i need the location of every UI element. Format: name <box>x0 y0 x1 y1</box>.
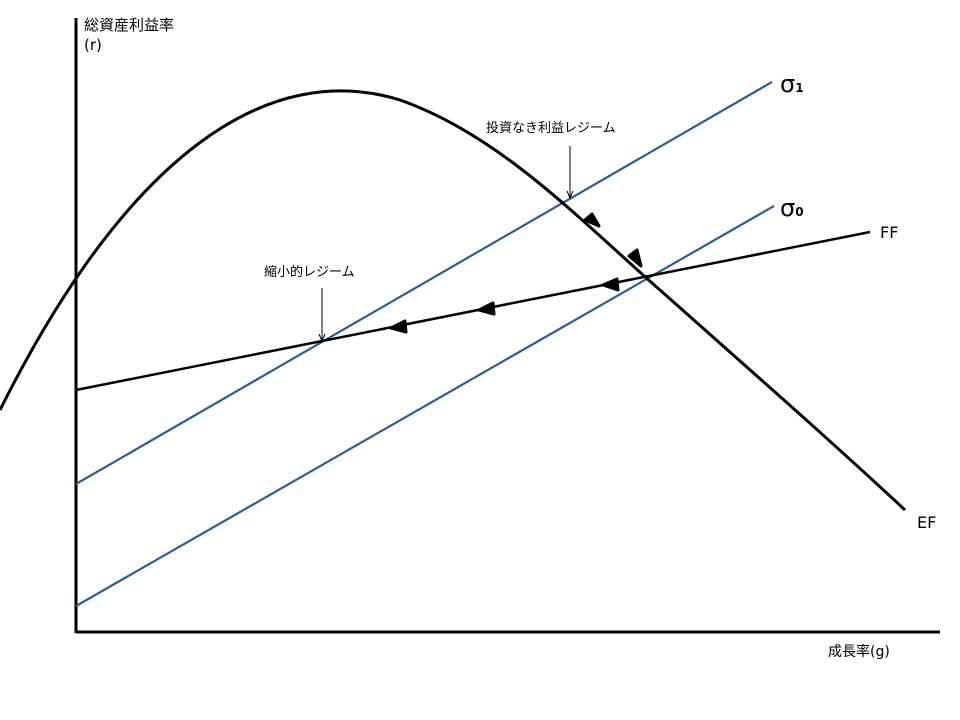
ef-arrow-lower <box>627 248 643 268</box>
y-axis-label-line2: (r) <box>84 36 102 54</box>
ff-arrow-1 <box>601 277 620 292</box>
ff-label: FF <box>880 223 898 242</box>
y-axis-label-line1: 総資産利益率 <box>84 16 174 34</box>
ff-line <box>75 230 871 392</box>
x-axis-label: 成長率(g) <box>828 643 890 660</box>
regime-contractionary-label: 縮小的レジーム <box>264 264 355 280</box>
regime-no-investment-label: 投資なき利益レジーム <box>486 120 616 136</box>
sigma0-line <box>75 205 775 607</box>
sigma0-label: σ0 <box>780 194 804 222</box>
sigma1-label: σ1 <box>780 70 804 98</box>
sigma1-line <box>75 81 773 485</box>
ef-label: EF <box>917 513 936 532</box>
ff-arrow-2 <box>477 301 496 316</box>
ff-arrow-3 <box>389 319 408 334</box>
ef-curve <box>0 89 907 512</box>
ef-arrow-upper <box>583 212 601 228</box>
